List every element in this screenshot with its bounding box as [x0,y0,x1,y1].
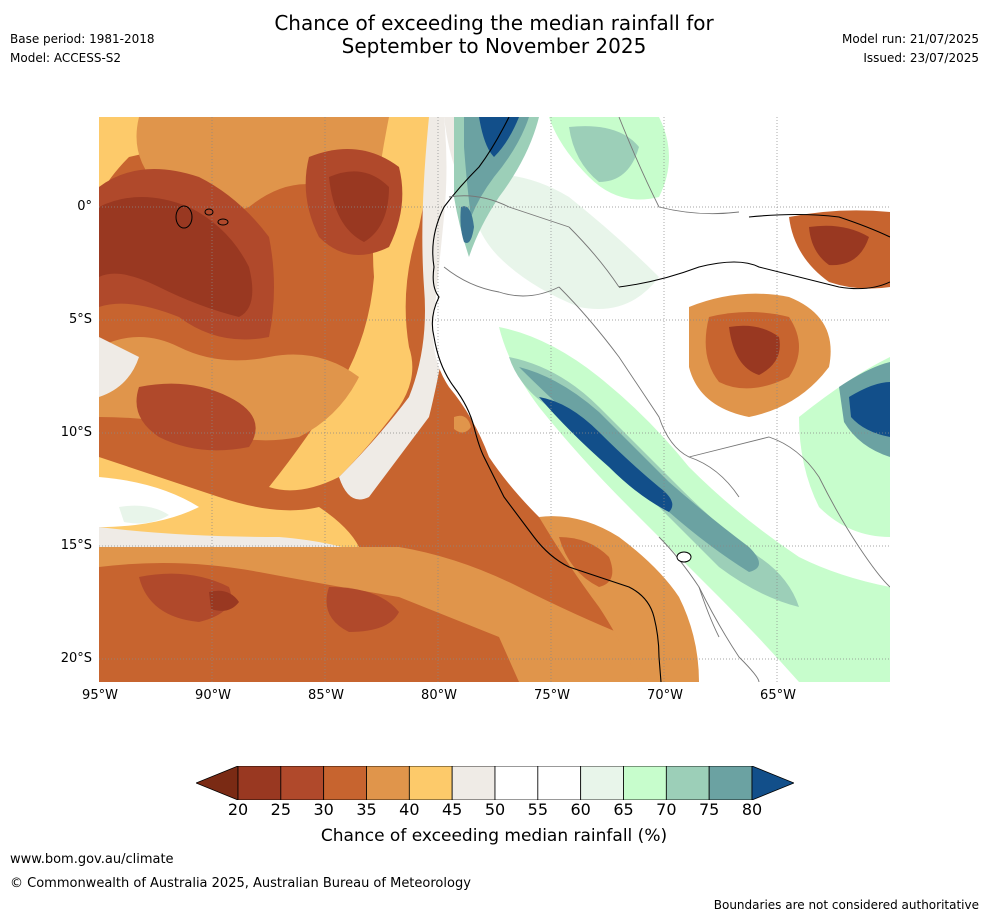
south-belt-core-1 [139,573,231,622]
land-green-patch-1 [469,174,659,309]
colorbar-swatch [494,765,539,801]
coastline [431,117,662,682]
amazon-river [618,261,890,290]
country-borders [443,117,890,682]
colorbar-tick-label: 70 [656,800,677,819]
colorbar-tick-label: 60 [570,800,591,819]
colorbar-swatch [323,765,367,801]
amazon-coast [748,213,890,238]
colorbar-tick-label: 75 [698,800,720,819]
lon-label-80w: 80°W [421,688,457,703]
map-svg [99,117,890,682]
south-belt-core-2 [326,587,399,632]
lon-label-65w: 65°W [760,688,796,703]
galapagos-islands [175,205,229,229]
colorbar-tick-label: 30 [313,800,334,819]
wet-band-peru-core [539,397,673,512]
dry-core-galapagos-inner [99,197,253,317]
wet-tongue-north-mid [464,117,529,217]
colorbar-swatch [366,765,410,801]
neutral-band-coast [339,117,479,500]
lon-label-85w: 85°W [308,688,344,703]
disclaimer-text: Boundaries are not considered authoritat… [713,898,979,912]
colorbar-swatch [708,765,753,801]
lon-label-90w: 90°W [195,688,231,703]
colorbar-svg [194,765,796,801]
lat-label-5s: 5°S [68,312,92,327]
lake-titicaca [676,551,692,563]
colorbar-swatch [408,765,453,801]
title-line-1: Chance of exceeding the median rainfall … [274,11,714,35]
colorbar-swatch [237,765,282,801]
base-period-text: Base period: 1981-2018 [10,32,155,46]
green-patch-south [119,505,169,524]
border-venezuela [618,117,740,215]
south-belt-core-3 [209,590,239,611]
lat-label-20s: 20°S [60,651,92,666]
model-text: Model: ACCESS-S2 [10,51,122,65]
island-santa-cruz [204,208,214,216]
border-chile-argentina [698,586,760,682]
neutral-band-west [99,337,139,397]
colorbar-arrow-low [194,765,239,801]
graticule [99,117,890,682]
wet-east-core [849,382,890,437]
dry-core-north-inner [329,171,389,242]
dry-south-land-core [559,537,613,587]
issued-text: Issued: 23/07/2025 [863,51,979,65]
model-run-text: Model run: 21/07/2025 [841,32,979,46]
colorbar-swatch [665,765,710,801]
island-isabela [175,205,193,229]
title-line-2: September to November 2025 [341,34,647,58]
colorbar-tick-label: 40 [399,800,420,819]
colorbar-swatch [280,765,325,801]
border-ecuador-colombia [448,195,570,228]
meta-right: Model run: 21/07/2025 Issued: 23/07/2025 [842,32,979,70]
colorbar-tick-label: 50 [484,800,506,819]
rainfall-map [99,117,890,682]
wet-spot-north [460,206,474,243]
colorbar-swatch [451,765,496,801]
website-text: www.bom.gov.au/climate [10,852,174,867]
colorbar-tick-label: 55 [527,800,548,819]
lat-label-10s: 10°S [60,425,92,440]
colorbar-tick-label: 80 [741,800,763,819]
border-peru-bolivia [658,536,720,638]
colorbar-arrow-high [751,765,796,801]
colorbar-swatch [580,765,624,801]
dry-land-patch-north-east-core [809,225,869,266]
border-colombia-brazil [568,226,620,288]
colorbar [194,765,796,801]
colorbar-tick-label: 25 [270,800,291,819]
colorbar-swatch [537,765,582,801]
dry-coast-spot [454,415,471,433]
lat-label-0: 0° [77,199,92,214]
dry-land-patch-central-core [729,325,780,375]
copyright-text: © Commonwealth of Australia 2025, Austra… [10,876,471,891]
colorbar-tick-label: 65 [613,800,634,819]
colorbar-tick-label: 35 [356,800,377,819]
lon-label-75w: 75°W [534,688,570,703]
map-title: Chance of exceeding the median rainfall … [0,12,988,58]
island-san-cristobal [217,218,229,226]
light-band-south [99,457,359,547]
lon-label-70w: 70°W [647,688,683,703]
lon-label-95w: 95°W [82,688,118,703]
dry-core-central [136,383,256,451]
land-green-patch-3 [569,126,639,182]
border-peru-brazil [558,286,740,498]
colorbar-swatch [623,765,667,801]
meta-left: Base period: 1981-2018 Model: ACCESS-S2 [10,32,155,70]
border-ecuador-peru [443,266,560,297]
colorbar-label: Chance of exceeding median rainfall (%) [320,826,668,846]
colorbar-tick-label: 20 [227,800,249,819]
lat-label-15s: 15°S [60,538,92,553]
border-bolivia [688,436,890,588]
colorbar-tick-label: 45 [441,800,463,819]
